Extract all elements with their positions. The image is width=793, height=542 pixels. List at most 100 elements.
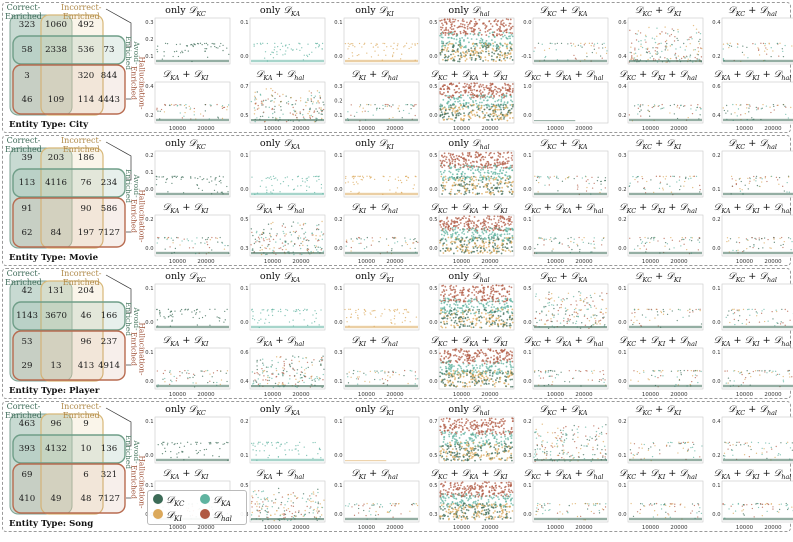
data-point [358, 54, 360, 56]
data-point [486, 114, 489, 117]
plot-frame [249, 150, 325, 198]
data-point [471, 239, 474, 242]
data-point [468, 215, 470, 218]
data-point [496, 228, 498, 231]
subplot: only 𝒟KA 0.1 0.0 [234, 5, 327, 67]
data-point [306, 177, 308, 179]
data-point [600, 189, 602, 191]
data-point [486, 312, 489, 314]
data-point [313, 310, 316, 312]
data-point [446, 233, 449, 236]
data-point [444, 297, 446, 300]
data-point [688, 311, 691, 313]
data-point [495, 161, 498, 164]
data-point [593, 240, 595, 242]
data-point [460, 119, 463, 121]
data-point [783, 190, 785, 192]
data-point [442, 234, 445, 237]
data-point [510, 169, 513, 172]
data-point [748, 104, 751, 106]
data-point [495, 56, 498, 59]
data-point [458, 39, 461, 42]
baseline-band [156, 192, 229, 196]
data-point [479, 315, 482, 318]
data-point [158, 309, 161, 312]
data-point [192, 247, 194, 249]
data-point [292, 230, 294, 233]
data-point [463, 34, 466, 37]
data-point [473, 94, 476, 96]
data-point [220, 191, 222, 193]
data-point [475, 54, 478, 57]
data-point [449, 31, 452, 34]
data-point [464, 217, 467, 220]
data-point [463, 24, 466, 26]
venn-count: 844 [100, 71, 118, 81]
data-point [762, 247, 764, 249]
data-point [570, 45, 573, 47]
data-point [490, 51, 493, 54]
data-point [464, 236, 467, 239]
data-point [498, 170, 501, 173]
data-point [444, 29, 447, 32]
data-point [474, 231, 477, 233]
data-point [443, 231, 445, 234]
data-point [534, 247, 536, 250]
data-point [468, 180, 471, 183]
data-point [320, 231, 322, 233]
data-point [218, 320, 221, 322]
data-point [505, 31, 508, 34]
data-point [262, 231, 264, 234]
data-point [489, 313, 492, 316]
data-point [645, 248, 647, 250]
data-point [784, 44, 786, 47]
data-point [636, 181, 638, 183]
data-point [698, 308, 701, 310]
data-point [540, 176, 542, 178]
data-point [782, 50, 784, 53]
data-point [498, 246, 500, 249]
data-point [469, 82, 472, 85]
data-point [273, 105, 276, 108]
data-point [345, 239, 348, 241]
data-point [726, 240, 728, 243]
data-point [370, 313, 372, 315]
data-point [464, 59, 466, 62]
y-tick-label: 0.1 [240, 20, 248, 26]
data-point [301, 244, 304, 247]
data-point [158, 237, 160, 239]
entity-type-label: Entity Type: Movie [9, 253, 99, 263]
data-point [456, 26, 458, 29]
data-point [506, 175, 508, 178]
data-point [321, 234, 324, 236]
data-point [170, 103, 173, 106]
data-point [392, 47, 394, 50]
data-point [507, 25, 510, 27]
data-point [556, 304, 558, 306]
data-point [467, 102, 470, 104]
data-point [316, 100, 319, 102]
data-point [444, 312, 446, 315]
data-point [605, 52, 608, 55]
data-point [491, 295, 494, 298]
data-point [732, 103, 734, 106]
data-point [364, 314, 366, 316]
data-point [762, 42, 765, 45]
data-point [496, 53, 499, 55]
data-point [582, 241, 584, 244]
data-point [443, 311, 445, 314]
data-point [603, 236, 605, 239]
data-point [656, 240, 659, 242]
subplot-title: 𝒟KA + 𝒟hal [255, 69, 305, 82]
subplot-title: only 𝒟hal [448, 271, 490, 284]
subplot: only 𝒟KA 0.1 0.0 [234, 138, 327, 200]
data-point [255, 230, 257, 233]
data-point [550, 293, 553, 295]
data-point [359, 106, 361, 108]
data-point [320, 247, 323, 250]
data-point [635, 33, 638, 35]
data-point [454, 285, 457, 287]
data-point [223, 321, 225, 323]
data-point [495, 250, 498, 253]
data-point [669, 104, 671, 107]
